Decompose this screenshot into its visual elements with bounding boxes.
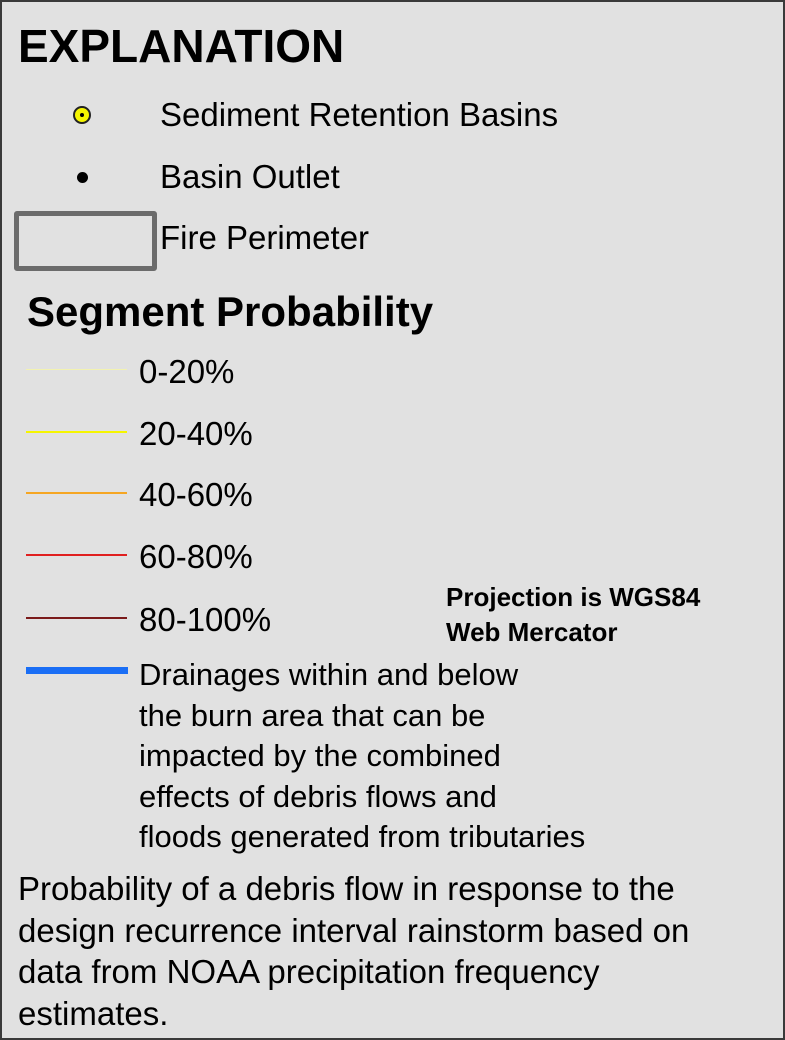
note-line: design recurrence interval rainstorm bas… xyxy=(18,911,690,949)
segment-label-40-60: 40-60% xyxy=(139,476,253,513)
basin-outlet-label: Basin Outlet xyxy=(160,158,340,195)
sediment-basins-label: Sediment Retention Basins xyxy=(160,96,559,133)
note-line: Probability of a debris flow in response… xyxy=(18,870,675,907)
segment-label-80-100: 80-100% xyxy=(139,601,272,638)
segment-label-20-40: 20-40% xyxy=(139,415,253,452)
drainage-text-line: Drainages within and below xyxy=(139,657,519,692)
projection-note: Projection is WGS84 Web Mercator xyxy=(446,580,700,650)
legend-title: EXPLANATION xyxy=(18,20,345,72)
basin-outlet-symbol-icon xyxy=(77,172,88,183)
fire-perimeter-symbol-icon xyxy=(14,211,157,271)
projection-line-2: Web Mercator xyxy=(446,617,618,647)
segment-line-80-100-icon xyxy=(26,617,127,619)
drainage-text-line: effects of debris flows and xyxy=(139,778,497,814)
segment-line-0-20-icon xyxy=(26,369,127,370)
fire-perimeter-label: Fire Perimeter xyxy=(160,219,370,256)
drainage-text-line: the burn area that can be xyxy=(139,697,486,733)
note-line: estimates. xyxy=(18,994,169,1032)
segment-line-40-60-icon xyxy=(26,492,127,494)
projection-line-1: Projection is WGS84 xyxy=(446,582,701,612)
probability-note: Probability of a debris flow in response… xyxy=(18,868,689,1034)
sediment-basin-symbol-icon xyxy=(73,106,91,124)
segment-line-60-80-icon xyxy=(26,554,127,556)
segment-line-20-40-icon xyxy=(26,431,127,433)
segment-probability-title: Segment Probability xyxy=(27,288,434,335)
drainage-line-icon xyxy=(26,667,128,674)
note-line: data from NOAA precipitation frequency xyxy=(18,953,600,990)
segment-label-60-80: 60-80% xyxy=(139,538,253,575)
segment-label-0-20: 0-20% xyxy=(139,353,235,390)
drainage-description: Drainages within and below the burn area… xyxy=(139,655,585,858)
drainage-text-line: floods generated from tributaries xyxy=(139,819,586,854)
drainage-text-line: impacted by the combined xyxy=(139,738,501,773)
